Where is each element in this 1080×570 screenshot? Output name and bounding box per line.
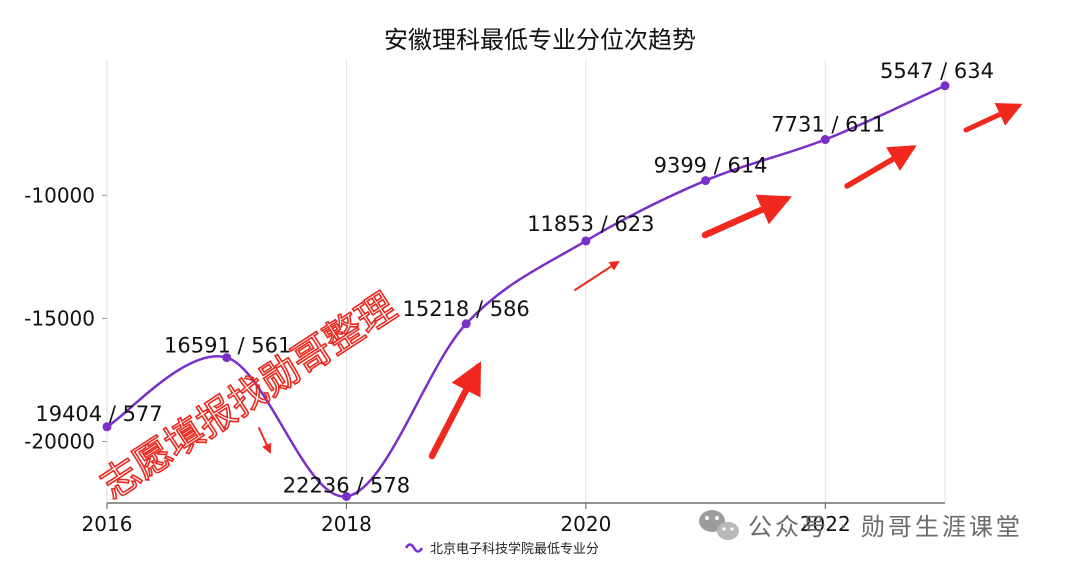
data-label: 15218 / 586 (402, 297, 529, 321)
x-tick-label: 2022 (800, 512, 851, 536)
y-tick-label: -10000 (24, 183, 95, 207)
decorative-arrow (428, 361, 482, 460)
decorative-arrow (258, 427, 272, 454)
data-point (581, 236, 591, 246)
legend-swatch (404, 543, 424, 553)
data-label: 22236 / 578 (283, 474, 410, 498)
data-point (461, 319, 471, 329)
data-label: 5547 / 634 (880, 59, 994, 83)
x-tick-label: 2020 (560, 512, 611, 536)
chart-title: 安徽理科最低专业分位次趋势 (384, 26, 696, 54)
decorative-arrow (844, 145, 917, 189)
data-point (820, 135, 830, 145)
tick-labels: 2016 2018 2020 2022 -10000 -15000 -20000 (24, 183, 851, 536)
data-label: 11853 / 623 (527, 212, 654, 236)
y-tick-label: -15000 (24, 306, 95, 330)
data-label: 7731 / 611 (771, 113, 885, 137)
data-point (222, 353, 232, 363)
x-tick-label: 2016 (82, 512, 133, 536)
decorative-arrow (701, 194, 792, 239)
decorative-arrow (963, 103, 1023, 133)
series-line (106, 84, 946, 498)
decorative-arrows (258, 103, 1023, 460)
wechat-icon (699, 510, 739, 540)
legend[interactable]: 北京电子科技学院最低专业分 (404, 541, 599, 557)
data-label: 19404 / 577 (35, 402, 162, 426)
wechat-account-name: 公众号 · 勋哥生涯课堂 (748, 513, 1023, 541)
wechat-badge: 公众号 · 勋哥生涯课堂 (699, 510, 1023, 541)
x-tick-label: 2018 (321, 512, 372, 536)
legend-series-name: 北京电子科技学院最低专业分 (430, 541, 599, 557)
data-point (341, 492, 351, 502)
grid-lines (345, 60, 946, 503)
data-points (102, 81, 950, 502)
data-point (102, 422, 112, 432)
data-label: 16591 / 561 (164, 334, 291, 358)
data-point (940, 81, 950, 91)
data-label: 9399 / 614 (654, 154, 768, 178)
data-labels: 19404 / 577 16591 / 561 22236 / 578 15218 /… (35, 59, 994, 498)
y-tick-label: -20000 (24, 429, 95, 453)
series-lines (106, 84, 946, 498)
decorative-arrow (574, 260, 620, 291)
data-point (701, 176, 711, 186)
